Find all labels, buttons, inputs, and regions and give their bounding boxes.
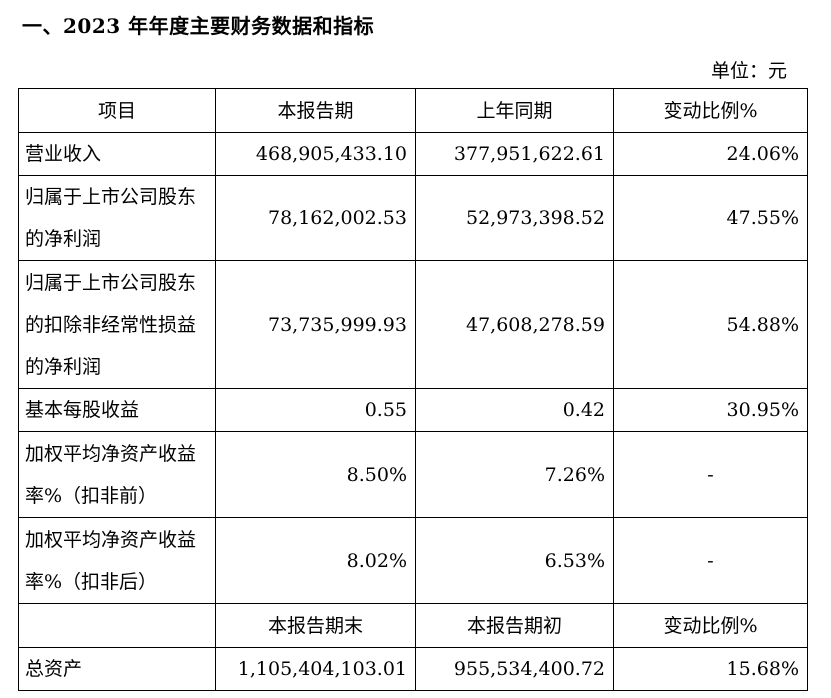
- current-value: 8.50%: [215, 431, 416, 518]
- change-value: 47.55%: [613, 175, 808, 261]
- table-row: 归属于上市公司股东的净利润 78,162,002.53 52,973,398.5…: [18, 175, 808, 261]
- row-label: 总资产: [18, 647, 216, 691]
- prior-value: 7.26%: [415, 431, 614, 518]
- table-header-row: 项目 本报告期 上年同期 变动比例%: [18, 88, 808, 133]
- prior-value: 955,534,400.72: [415, 647, 614, 691]
- header-current-period: 本报告期: [215, 88, 416, 133]
- table-row: 加权平均净资产收益率%（扣非前） 8.50% 7.26% -: [18, 431, 808, 518]
- current-value: 0.55: [215, 388, 416, 432]
- prior-value: 0.42: [415, 388, 614, 432]
- current-value: 8.02%: [215, 517, 416, 604]
- prior-value: 47,608,278.59: [415, 260, 614, 389]
- table-row: 营业收入 468,905,433.10 377,951,622.61 24.06…: [18, 132, 808, 176]
- header-prior-period: 上年同期: [415, 88, 614, 133]
- financial-table: 项目 本报告期 上年同期 变动比例% 营业收入 468,905,433.10 3…: [18, 88, 808, 691]
- change-value: 54.88%: [613, 260, 808, 389]
- change-value: 30.95%: [613, 388, 808, 432]
- current-value: 73,735,999.93: [215, 260, 416, 389]
- header-item: 项目: [18, 88, 216, 133]
- unit-note: 单位：元: [710, 60, 787, 82]
- row-label: 加权平均净资产收益率%（扣非前）: [18, 431, 216, 518]
- table-row: 总资产 1,105,404,103.01 955,534,400.72 15.6…: [18, 647, 808, 691]
- header-change-ratio: 变动比例%: [613, 603, 808, 648]
- table-row: 归属于上市公司股东的扣除非经常性损益的净利润 73,735,999.93 47,…: [18, 260, 808, 389]
- change-value: 15.68%: [613, 647, 808, 691]
- change-value: 24.06%: [613, 132, 808, 176]
- header-period-start: 本报告期初: [415, 603, 614, 648]
- row-label: 营业收入: [18, 132, 216, 176]
- change-value: -: [613, 517, 808, 604]
- row-label: 归属于上市公司股东的净利润: [18, 175, 216, 261]
- prior-value: 52,973,398.52: [415, 175, 614, 261]
- subheader-empty: [18, 603, 216, 648]
- current-value: 468,905,433.10: [215, 132, 416, 176]
- row-label: 基本每股收益: [18, 388, 216, 432]
- section-heading: 一、2023 年年度主要财务数据和指标: [22, 14, 375, 38]
- row-label: 加权平均净资产收益率%（扣非后）: [18, 517, 216, 604]
- header-change-ratio: 变动比例%: [613, 88, 808, 133]
- table-row: 加权平均净资产收益率%（扣非后） 8.02% 6.53% -: [18, 517, 808, 604]
- table-row: 基本每股收益 0.55 0.42 30.95%: [18, 388, 808, 432]
- current-value: 78,162,002.53: [215, 175, 416, 261]
- header-period-end: 本报告期末: [215, 603, 416, 648]
- row-label: 归属于上市公司股东的扣除非经常性损益的净利润: [18, 260, 216, 389]
- change-value: -: [613, 431, 808, 518]
- table-subheader-row: 本报告期末 本报告期初 变动比例%: [18, 603, 808, 648]
- prior-value: 6.53%: [415, 517, 614, 604]
- current-value: 1,105,404,103.01: [215, 647, 416, 691]
- prior-value: 377,951,622.61: [415, 132, 614, 176]
